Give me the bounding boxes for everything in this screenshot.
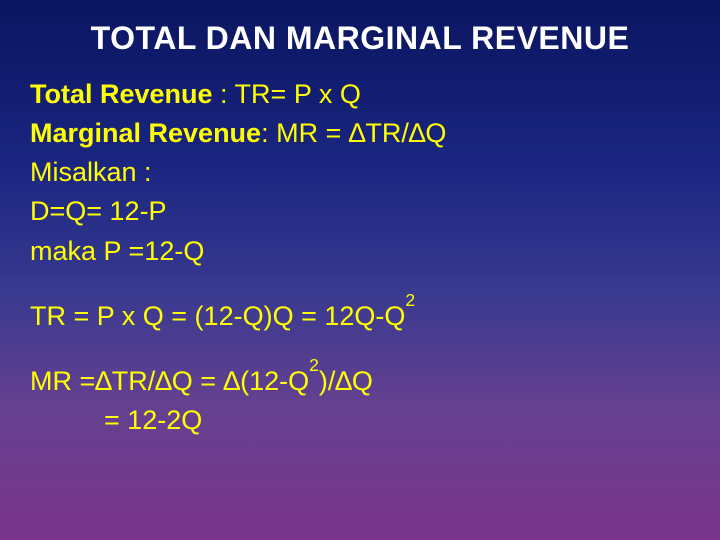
line-misalkan: Misalkan : <box>30 153 690 192</box>
tr-formula: : TR= P x Q <box>220 79 361 109</box>
mr-expand-a: MR =∆TR/∆Q = ∆(12-Q <box>30 366 309 396</box>
tr-label: Total Revenue <box>30 79 220 109</box>
line-marginal-revenue: Marginal Revenue: MR = ∆TR/∆Q <box>30 114 690 153</box>
tr-exponent: 2 <box>405 290 415 310</box>
line-mr-expand: MR =∆TR/∆Q = ∆(12-Q2)/∆Q <box>30 362 690 401</box>
mr-exponent: 2 <box>309 355 319 375</box>
line-p-equation: maka P =12-Q <box>30 232 690 271</box>
mr-expand-b: )/∆Q <box>319 366 373 396</box>
line-total-revenue: Total Revenue : TR= P x Q <box>30 75 690 114</box>
line-d-equation: D=Q= 12-P <box>30 192 690 231</box>
mr-formula: : MR = ∆TR/∆Q <box>261 118 446 148</box>
tr-expand-text: TR = P x Q = (12-Q)Q = 12Q-Q <box>30 301 405 331</box>
mr-label: Marginal Revenue <box>30 118 261 148</box>
line-mr-result: = 12-2Q <box>30 401 690 440</box>
slide-title: TOTAL DAN MARGINAL REVENUE <box>30 20 690 57</box>
line-tr-expand: TR = P x Q = (12-Q)Q = 12Q-Q2 <box>30 297 690 336</box>
